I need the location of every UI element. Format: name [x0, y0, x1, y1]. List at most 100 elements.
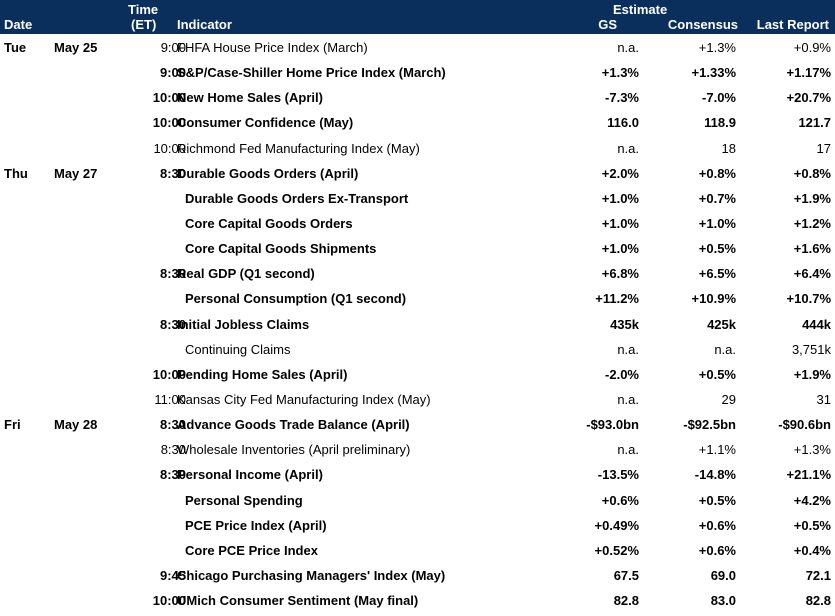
header-consensus: Consensus [667, 17, 738, 32]
last-report-cell: 444k [802, 316, 831, 332]
table-row: 8:30 Wholesale Inventories (April prelimi… [0, 436, 835, 461]
last-report-cell: 82.8 [805, 593, 831, 609]
consensus-cell: 83.0 [710, 593, 736, 609]
indicator-cell: Kansas City Fed Manufacturing Index (May… [177, 391, 431, 407]
consensus-cell: +0.5% [698, 492, 736, 508]
day-cell: Thu [4, 165, 28, 181]
consensus-cell: +10.9% [691, 291, 736, 307]
consensus-cell: +1.1% [698, 442, 736, 458]
table-row: 10:00 New Home Sales (April) -7.3% -7.0% +20… [0, 84, 835, 109]
gs-estimate-cell: n.a. [617, 341, 639, 357]
table-row: Core Capital Goods Orders +1.0% +1.0% +1.2% [0, 210, 835, 235]
gs-estimate-cell: +1.0% [601, 190, 639, 206]
table-row: Core PCE Price Index +0.52% +0.6% +0.4% [0, 537, 835, 562]
consensus-cell: 29 [721, 391, 736, 407]
table-row: Tue May 25 9:00 FHFA House Price Index (Mar… [0, 34, 835, 59]
indicator-cell: Consumer Confidence (May) [177, 115, 354, 131]
gs-estimate-cell: n.a. [617, 442, 639, 458]
last-report-cell: +10.7% [786, 291, 831, 307]
table-row: 11:00 Kansas City Fed Manufacturing Index… [0, 386, 835, 411]
table-row: 10:00 Consumer Confidence (May) 116.0 118.9… [0, 109, 835, 134]
time-cell: 9:45 [159, 567, 186, 583]
indicator-cell: Real GDP (Q1 second) [177, 266, 315, 282]
time-cell: 10:00 [152, 90, 186, 106]
time-cell: 10:00 [152, 593, 186, 609]
indicator-cell: Pending Home Sales (April) [177, 366, 348, 382]
time-cell: 11:00 [154, 391, 186, 407]
table-row: Durable Goods Orders Ex-Transport +1.0% +0… [0, 185, 835, 210]
time-cell: 8:30 [160, 442, 186, 458]
table-row: 8:30 Personal Income (April) -13.5% -14.8% +… [0, 461, 835, 486]
time-cell: 10:00 [152, 115, 186, 131]
table-row: Personal Consumption (Q1 second) +11.2% +1… [0, 285, 835, 310]
time-cell: 10:00 [152, 366, 186, 382]
gs-estimate-cell: -7.3% [605, 90, 639, 106]
indicator-cell: Core Capital Goods Orders [185, 215, 353, 231]
table-body: Tue May 25 9:00 FHFA House Price Index (Mar… [0, 34, 835, 612]
last-report-cell: -$90.6bn [778, 417, 831, 433]
header-time-zone: (ET) [131, 17, 157, 32]
indicator-cell: S&P/Case-Shiller Home Price Index (March… [177, 65, 446, 81]
last-report-cell: +1.9% [793, 366, 831, 382]
date-cell: May 27 [54, 165, 98, 181]
last-report-cell: +0.9% [793, 40, 831, 55]
consensus-cell: +0.5% [698, 241, 736, 257]
consensus-cell: +0.6% [698, 542, 736, 558]
gs-estimate-cell: +0.49% [594, 517, 639, 533]
indicator-cell: Advance Goods Trade Balance (April) [177, 417, 410, 433]
table-row: 8:30 Initial Jobless Claims 435k 425k 444k [0, 311, 835, 336]
consensus-cell: +1.33% [691, 65, 736, 81]
gs-estimate-cell: +1.0% [601, 215, 639, 231]
time-cell: 9:00 [159, 65, 186, 81]
last-report-cell: +0.5% [793, 517, 831, 533]
last-report-cell: +1.2% [793, 215, 831, 231]
indicator-cell: Durable Goods Orders (April) [177, 165, 359, 181]
gs-estimate-cell: +0.6% [601, 492, 639, 508]
gs-estimate-cell: -$93.0bn [586, 417, 639, 433]
indicator-cell: Core PCE Price Index [185, 542, 318, 558]
gs-estimate-cell: n.a. [617, 40, 639, 55]
table-row: 10:00 Pending Home Sales (April) -2.0% +0.5… [0, 361, 835, 386]
gs-estimate-cell: 67.5 [613, 567, 639, 583]
table-row: 9:45 Chicago Purchasing Managers' Index (… [0, 562, 835, 587]
last-report-cell: +21.1% [786, 467, 831, 483]
indicator-cell: Richmond Fed Manufacturing Index (May) [177, 140, 420, 156]
indicator-cell: Personal Income (April) [177, 467, 323, 483]
last-report-cell: 17 [816, 140, 831, 156]
last-report-cell: +1.3% [793, 442, 831, 458]
indicator-cell: UMich Consumer Sentiment (May final) [177, 593, 419, 609]
last-report-cell: 121.7 [798, 115, 831, 131]
last-report-cell: +0.4% [793, 542, 831, 558]
gs-estimate-cell: +0.52% [594, 542, 639, 558]
gs-estimate-cell: +11.2% [595, 291, 639, 307]
consensus-cell: +0.7% [698, 190, 736, 206]
indicator-cell: Chicago Purchasing Managers' Index (May) [177, 567, 446, 583]
gs-estimate-cell: 435k [610, 316, 639, 332]
indicator-cell: Initial Jobless Claims [177, 316, 310, 332]
indicator-cell: Personal Spending [185, 492, 303, 508]
gs-estimate-cell: +1.3% [601, 65, 639, 81]
indicator-cell: FHFA House Price Index (March) [177, 40, 368, 55]
last-report-cell: 3,751k [791, 341, 831, 357]
indicator-cell: New Home Sales (April) [177, 90, 323, 106]
consensus-cell: +1.0% [698, 215, 736, 231]
indicator-cell: Durable Goods Orders Ex-Transport [185, 190, 409, 206]
consensus-cell: +0.8% [698, 165, 736, 181]
time-cell: 8:30 [159, 467, 186, 483]
table-row: Personal Spending +0.6% +0.5% +4.2% [0, 487, 835, 512]
last-report-cell: +6.4% [793, 266, 831, 282]
indicator-cell: Continuing Claims [185, 341, 291, 357]
header-gs: GS [598, 17, 617, 32]
indicator-cell: Personal Consumption (Q1 second) [185, 291, 407, 307]
table-row: PCE Price Index (April) +0.49% +0.6% +0.5% [0, 512, 835, 537]
time-cell: 8:30 [159, 266, 186, 282]
last-report-cell: +1.17% [786, 65, 831, 81]
header-estimate: Estimate [613, 2, 668, 17]
time-cell: 10:00 [153, 140, 186, 156]
consensus-cell: n.a. [714, 341, 736, 357]
time-cell: 9:00 [160, 40, 186, 55]
consensus-cell: 69.0 [710, 567, 736, 583]
gs-estimate-cell: -2.0% [605, 366, 639, 382]
date-cell: May 25 [54, 40, 98, 55]
consensus-cell: +1.3% [698, 40, 736, 55]
